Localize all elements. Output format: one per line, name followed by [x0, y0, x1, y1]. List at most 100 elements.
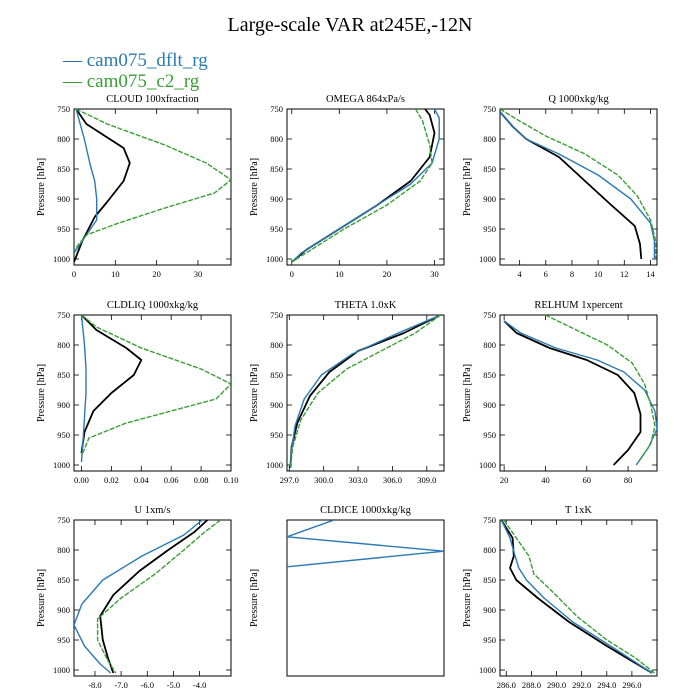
y-tick-label: 900 [57, 605, 70, 615]
x-tick-label: 14 [646, 269, 655, 279]
plot-frame [73, 519, 232, 677]
panel-4: CLDLIQ 1000xkg/kg Pressure [hPa] 750 800 850… [36, 300, 238, 485]
y-tick-label: 750 [57, 104, 70, 114]
x-tick-label: -8.0 [88, 680, 101, 690]
y-tick-label: 800 [270, 340, 283, 350]
y-tick-label: 1000 [53, 460, 70, 470]
x-tick-label: 297.0 [280, 475, 299, 485]
series-line-c2 [291, 109, 433, 263]
panel-title: CLOUD 100xfraction [106, 94, 199, 105]
panel-5: THETA 1.0xK Pressure [hPa] 750 800 850 900 950… [249, 300, 445, 485]
y-tick-label: 1000 [266, 254, 283, 264]
x-tick-label: 20 [500, 475, 509, 485]
y-axis-label: Pressure [hPa] [36, 158, 47, 216]
y-tick-label: 850 [57, 575, 70, 585]
series-line-c2 [74, 109, 231, 251]
y-tick-label: 950 [270, 430, 283, 440]
y-axis-label: Pressure [hPa] [36, 364, 47, 422]
x-tick-label: 303.0 [348, 475, 367, 485]
x-tick-label: 0.10 [224, 475, 239, 485]
y-tick-label: 900 [57, 400, 70, 410]
y-tick-label: 900 [270, 400, 283, 410]
x-tick-label: 80 [624, 475, 633, 485]
series-line-obs [80, 315, 143, 454]
y-axis-label: Pressure [hPa] [462, 158, 473, 216]
x-tick-label: 0 [72, 269, 76, 279]
x-tick-label: 300.0 [314, 475, 333, 485]
plot-frame [499, 314, 658, 472]
y-tick-label: 800 [483, 134, 496, 144]
plot-frame [286, 314, 445, 472]
series-line-dflt [80, 315, 87, 463]
y-tick-label: 900 [483, 605, 496, 615]
y-tick-label: 950 [270, 224, 283, 234]
x-tick-label: 6 [544, 269, 548, 279]
x-tick-label: 290.0 [547, 680, 566, 690]
series-line-dflt [74, 520, 203, 674]
series-line-c2 [500, 109, 657, 259]
panel-title: RELHUM 1xpercent [534, 300, 622, 311]
series-line-obs [500, 520, 653, 674]
y-tick-label: 750 [57, 310, 70, 320]
y-axis-label: Pressure [hPa] [249, 364, 260, 422]
x-tick-label: 294.0 [597, 680, 616, 690]
legend: — cam075_dflt_rg — cam075_c2_rg [63, 50, 208, 92]
y-tick-label: 750 [57, 515, 70, 525]
x-tick-label: 60 [583, 475, 592, 485]
y-axis-label: Pressure [hPa] [249, 569, 260, 627]
series-line-c2 [545, 315, 656, 463]
panel-6: RELHUM 1xpercent Pressure [hPa] 750 800 850 9… [462, 300, 658, 485]
y-axis-label: Pressure [hPa] [462, 569, 473, 627]
y-tick-label: 1000 [479, 254, 496, 264]
panel-title: CLDLIQ 1000xkg/kg [107, 300, 199, 311]
series-line-dflt [74, 109, 98, 254]
x-tick-label: 12 [620, 269, 629, 279]
panel-3: Q 1000xkg/kg Pressure [hPa] 750 800 850 900 95… [462, 94, 658, 279]
panel-2: OMEGA 864xPa/s Pressure [hPa] 750 800 850 900… [249, 94, 445, 279]
panel-1: CLOUD 100xfraction Pressure [hPa] 750 800 85… [36, 94, 232, 279]
x-tick-label: 0.00 [74, 475, 89, 485]
y-tick-label: 1000 [53, 254, 70, 264]
x-tick-label: -4.0 [193, 680, 206, 690]
series-line-c2 [96, 520, 221, 674]
panel-title: T 1xK [565, 505, 592, 516]
y-tick-label: 800 [57, 545, 70, 555]
series-line-dflt [287, 520, 444, 568]
series-line-dflt [289, 315, 441, 469]
y-tick-label: 850 [483, 164, 496, 174]
y-tick-label: 850 [57, 370, 70, 380]
x-tick-label: 20 [383, 269, 392, 279]
y-tick-label: 850 [57, 164, 70, 174]
y-axis-label: Pressure [hPa] [462, 364, 473, 422]
figure-title: Large-scale VAR at245E,-12N [227, 14, 473, 36]
series-line-obs [503, 320, 642, 466]
series-line-c2 [503, 520, 655, 674]
y-tick-label: 950 [57, 224, 70, 234]
panel-title: Q 1000xkg/kg [548, 94, 609, 105]
y-tick-label: 850 [483, 370, 496, 380]
panel-title: THETA 1.0xK [335, 300, 397, 311]
x-tick-label: 0.04 [134, 475, 150, 485]
y-tick-label: 1000 [53, 665, 70, 675]
y-tick-label: 800 [270, 134, 283, 144]
panel-7: U 1xm/s Pressure [hPa] 750 800 850 900 950 1000… [36, 505, 232, 690]
x-tick-label: 30 [430, 269, 439, 279]
x-tick-label: 10 [335, 269, 344, 279]
y-tick-label: 950 [483, 224, 496, 234]
y-tick-label: 750 [270, 310, 283, 320]
x-tick-label: 306.0 [383, 475, 402, 485]
x-tick-label: 0.02 [104, 475, 119, 485]
plot-frame [499, 519, 658, 677]
series-line-obs [99, 520, 209, 674]
x-tick-label: 4 [518, 269, 523, 279]
series-line-c2 [289, 315, 442, 469]
y-tick-label: 800 [483, 545, 496, 555]
legend-entry-c2: — cam075_c2_rg [63, 71, 208, 92]
series-line-c2 [80, 315, 231, 457]
plot-frame [73, 314, 232, 472]
y-tick-label: 750 [483, 104, 496, 114]
y-tick-label: 800 [57, 340, 70, 350]
x-tick-label: 0.08 [194, 475, 209, 485]
x-tick-label: 292.0 [572, 680, 591, 690]
panel-title: OMEGA 864xPa/s [326, 94, 405, 105]
